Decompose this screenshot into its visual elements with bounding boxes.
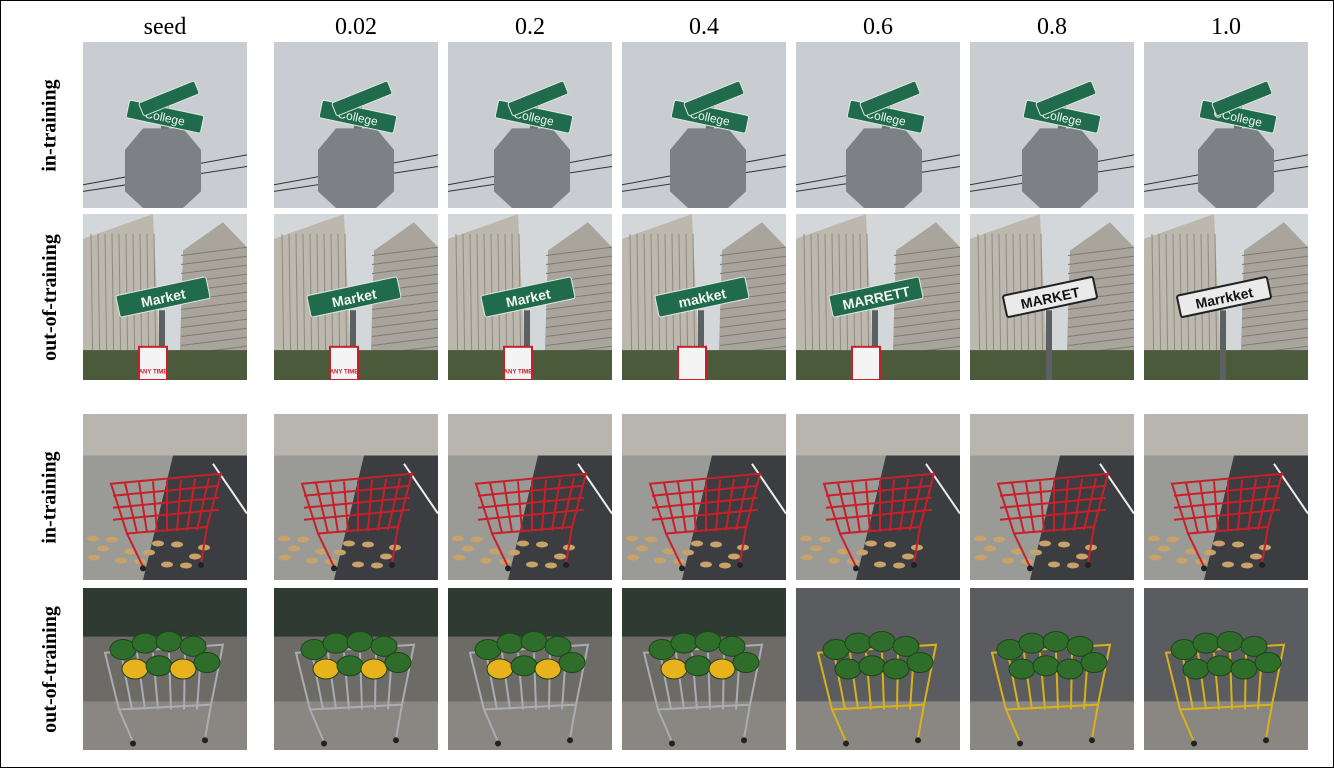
row-label-3: out-of-training: [30, 588, 70, 750]
row-label-1: out-of-training: [30, 214, 70, 380]
column-header-1: 0.02: [335, 14, 377, 40]
watermelon-cart-graphic: [796, 588, 960, 750]
college-sign-image-4: College: [796, 42, 960, 208]
red-cart-graphic: [83, 414, 247, 580]
parking-sign-text: ANY TIME: [139, 369, 168, 375]
watermelon-cart-graphic: [448, 588, 612, 750]
red-cart-image-6: [1144, 414, 1308, 580]
watermelon-cart-image-2: [448, 588, 612, 750]
market-sign-image-4: MARRETT: [796, 214, 960, 380]
column-header-6: 1.0: [1211, 14, 1241, 40]
watermelon-cart-graphic: [274, 588, 438, 750]
red-cart-graphic: [622, 414, 786, 580]
red-cart-graphic: [274, 414, 438, 580]
parking-sign-text: ANY TIME: [504, 369, 533, 375]
college-sign-image-5: College: [970, 42, 1134, 208]
watermelon-cart-image-0: [83, 588, 247, 750]
red-cart-image-4: [796, 414, 960, 580]
watermelon-cart-graphic: [1144, 588, 1308, 750]
red-cart-image-1: [274, 414, 438, 580]
market-sign-graphic: MARRETT: [796, 214, 960, 380]
red-cart-image-2: [448, 414, 612, 580]
college-sign-image-6: CCollege: [1144, 42, 1308, 208]
watermelon-cart-image-1: [274, 588, 438, 750]
college-sign-image-3: College: [622, 42, 786, 208]
watermelon-cart-graphic: [970, 588, 1134, 750]
row-label-2: in-training: [30, 414, 70, 580]
watermelon-cart-graphic: [622, 588, 786, 750]
red-cart-image-5: [970, 414, 1134, 580]
column-header-0: seed: [143, 14, 187, 40]
parking-sign-text: ANY TIME: [330, 369, 359, 375]
column-header-2: 0.2: [515, 14, 545, 40]
college-sign-graphic: College: [970, 42, 1134, 208]
college-sign-image-2: College: [448, 42, 612, 208]
college-sign-image-0: College: [83, 42, 247, 208]
row-label-text: out-of-training: [38, 605, 61, 733]
row-label-0: in-training: [30, 42, 70, 208]
market-sign-image-3: makket: [622, 214, 786, 380]
college-sign-graphic: College: [274, 42, 438, 208]
red-cart-graphic: [1144, 414, 1308, 580]
watermelon-cart-image-6: [1144, 588, 1308, 750]
market-sign-image-6: Marrkket: [1144, 214, 1308, 380]
market-sign-image-0: Market ANY TIME: [83, 214, 247, 380]
row-label-text: in-training: [38, 450, 61, 544]
red-cart-graphic: [796, 414, 960, 580]
college-sign-graphic: College: [796, 42, 960, 208]
college-sign-image-1: College: [274, 42, 438, 208]
market-sign-image-2: Market ANY TIME: [448, 214, 612, 380]
column-header-4: 0.6: [863, 14, 893, 40]
market-sign-graphic: Marrkket: [1144, 214, 1308, 380]
market-sign-image-5: MARKET: [970, 214, 1134, 380]
college-sign-graphic: College: [83, 42, 247, 208]
watermelon-cart-image-3: [622, 588, 786, 750]
row-label-text: in-training: [38, 78, 61, 172]
row-label-text: out-of-training: [38, 233, 61, 361]
column-header-5: 0.8: [1037, 14, 1067, 40]
watermelon-cart-image-5: [970, 588, 1134, 750]
college-sign-graphic: College: [448, 42, 612, 208]
market-sign-image-1: Market ANY TIME: [274, 214, 438, 380]
red-cart-graphic: [970, 414, 1134, 580]
market-sign-graphic: makket: [622, 214, 786, 380]
college-sign-graphic: College: [622, 42, 786, 208]
red-cart-image-3: [622, 414, 786, 580]
college-sign-graphic: CCollege: [1144, 42, 1308, 208]
red-cart-image-0: [83, 414, 247, 580]
watermelon-cart-graphic: [83, 588, 247, 750]
red-cart-graphic: [448, 414, 612, 580]
column-header-3: 0.4: [689, 14, 719, 40]
market-sign-graphic: MARKET: [970, 214, 1134, 380]
watermelon-cart-image-4: [796, 588, 960, 750]
